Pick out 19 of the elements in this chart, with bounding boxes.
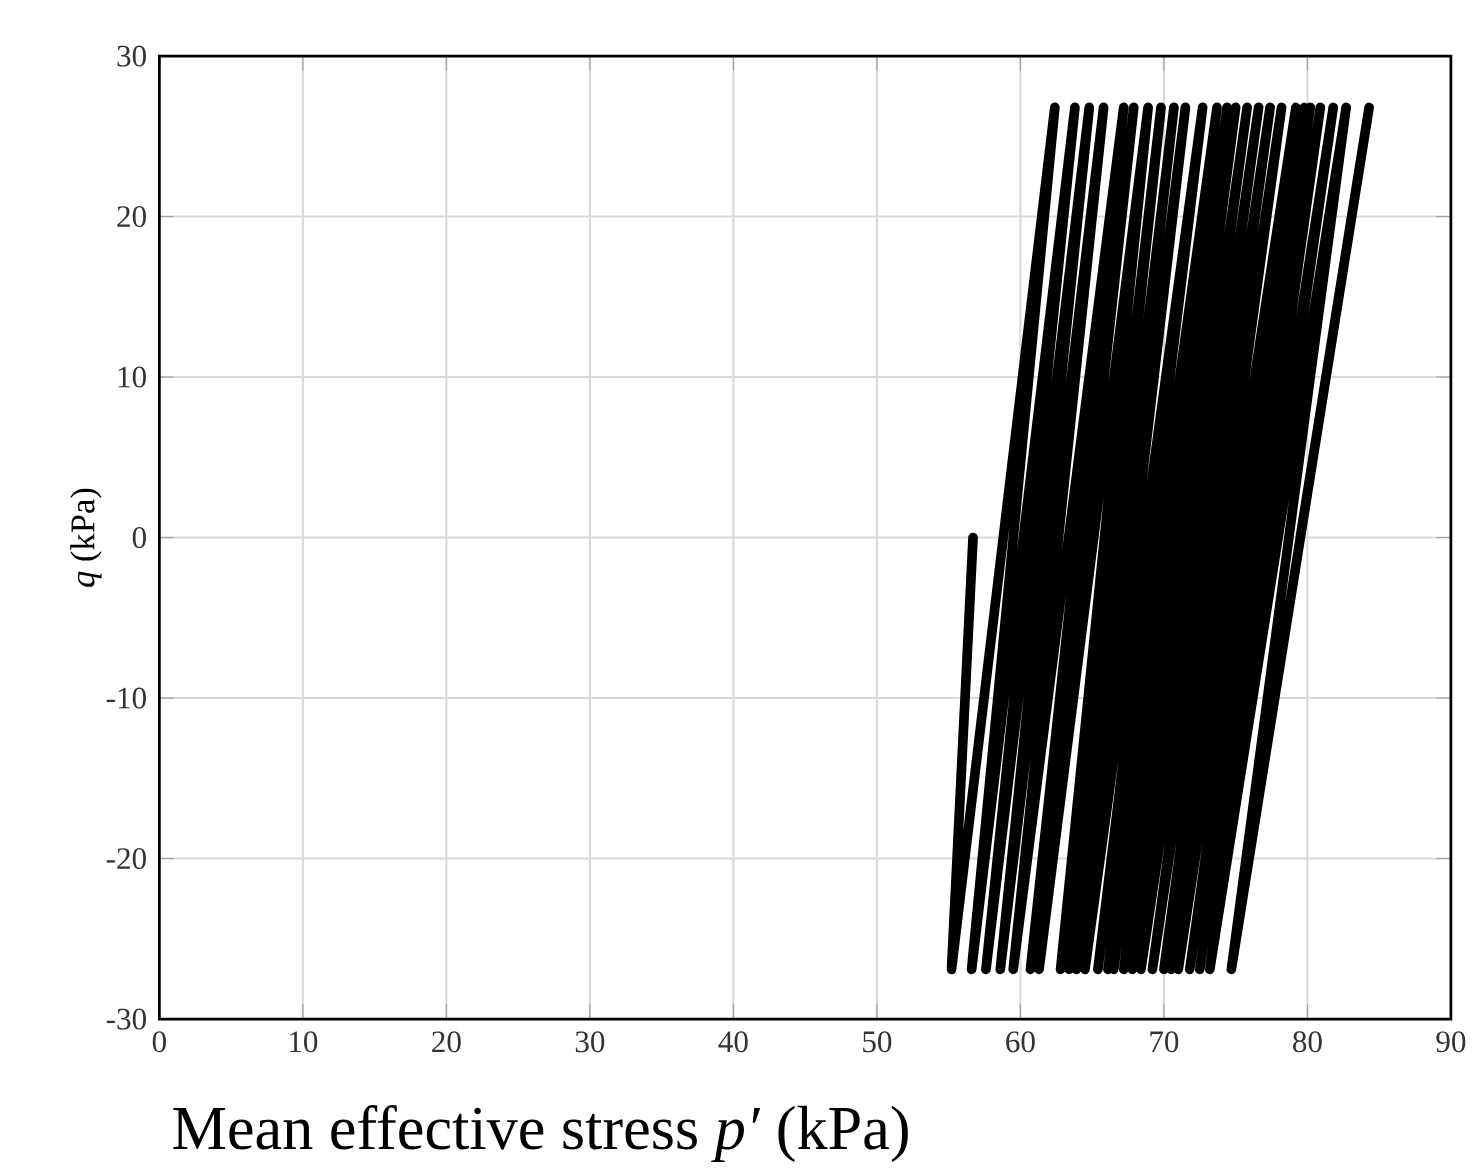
x-tick-label: 10 xyxy=(290,1031,318,1053)
x-tick-label: 70 xyxy=(1150,1031,1179,1053)
x-tick-label: 60 xyxy=(1006,1031,1035,1053)
x-tick-label: 90 xyxy=(1436,1031,1466,1053)
x-tick-label: 80 xyxy=(1293,1031,1322,1053)
y-tick-label: 20 xyxy=(117,206,146,228)
y-tick-label: -30 xyxy=(106,1008,146,1030)
x-tick-label: 50 xyxy=(863,1031,892,1053)
x-tick-label: 20 xyxy=(432,1031,461,1053)
y-axis-title: q (kPa) xyxy=(70,488,102,588)
y-tick-label: 10 xyxy=(118,366,146,388)
y-tick-label: -10 xyxy=(106,687,146,709)
x-axis-title: Mean effective stress p′ (kPa) xyxy=(173,1105,908,1163)
x-tick-label: 0 xyxy=(152,1031,166,1053)
x-tick-label: 30 xyxy=(575,1031,605,1053)
y-tick-label: -20 xyxy=(106,848,146,870)
y-tick-label: 0 xyxy=(132,527,146,549)
y-tick-label: 30 xyxy=(117,45,146,67)
x-tick-label: 40 xyxy=(718,1031,748,1053)
